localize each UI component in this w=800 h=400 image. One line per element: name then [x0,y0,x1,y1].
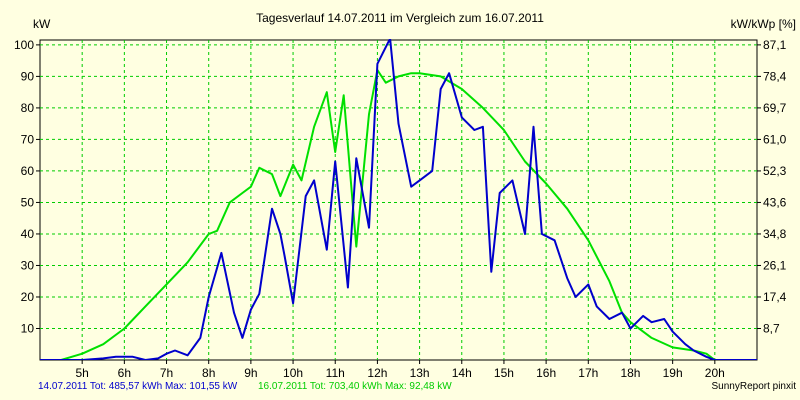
x-tick-label: 14h [452,366,472,380]
y-tick-label-right: 69,7 [763,101,787,115]
legend-series-1: 14.07.2011 Tot: 485,57 kWh Max: 101,55 k… [38,381,238,392]
y-tick-label-right: 61,0 [763,132,787,146]
y-tick-label-left: 30 [21,258,35,272]
y-tick-label-left: 40 [21,227,35,241]
x-tick-label: 10h [283,366,303,380]
y-tick-label-left: 70 [21,132,35,146]
y-tick-label-left: 100 [14,38,34,52]
x-tick-label: 6h [118,366,131,380]
y-tick-label-left: 20 [21,290,35,304]
legend-series-2: 16.07.2011 Tot: 703,40 kWh Max: 92,48 kW [258,381,452,392]
x-tick-label: 12h [367,366,387,380]
x-tick-label: 7h [160,366,173,380]
y-tick-label-right: 17,4 [763,290,787,304]
series-layer [40,39,757,360]
y-tick-label-right: 43,6 [763,195,787,209]
x-tick-label: 9h [244,366,257,380]
y-tick-label-left: 50 [21,195,35,209]
y-tick-label-left: 90 [21,69,35,83]
axes: 5h 6h 7h 8h 9h 10h 11h 12h 13h 14h 15h 16h 17h 18h 19h… [14,38,787,380]
y-axis-label-right: kW/kWp [%] [731,17,796,31]
grid [40,40,757,360]
x-tick-label: 13h [410,366,430,380]
plot-area [39,39,758,361]
y-tick-label-left: 80 [21,101,35,115]
x-tick-label: 17h [578,366,598,380]
x-tick-label: 8h [202,366,215,380]
y-tick-label-right: 52,3 [763,164,787,178]
y-tick-label-right: 34,8 [763,227,787,241]
y-tick-label-left: 10 [21,321,35,335]
x-tick-label: 20h [705,366,725,380]
x-tick-label: 18h [620,366,640,380]
x-tick-label: 11h [326,366,345,380]
x-tick-label: 19h [663,366,683,380]
y-tick-label-right: 8,7 [763,321,780,335]
x-tick-label: 16h [536,366,556,380]
y-tick-label-right: 78,4 [763,69,787,83]
y-tick-label-right: 87,1 [763,38,787,52]
x-tick-label: 5h [75,366,88,380]
brand-label: SunnyReport pinxit [711,381,797,392]
chart-title: Tagesverlauf 14.07.2011 im Vergleich zum… [256,11,544,25]
x-tick-label: 15h [494,366,514,380]
y-tick-label-right: 26,1 [763,258,787,272]
y-axis-label-left: kW [33,17,51,31]
series-line-1 [40,39,757,360]
y-tick-label-left: 60 [21,164,35,178]
